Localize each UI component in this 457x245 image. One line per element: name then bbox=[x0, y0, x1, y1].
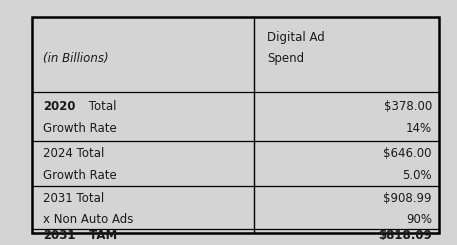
Text: Growth Rate: Growth Rate bbox=[43, 122, 117, 135]
Text: Total: Total bbox=[85, 100, 117, 113]
Text: TAM: TAM bbox=[85, 229, 117, 242]
Text: Spend: Spend bbox=[267, 52, 304, 65]
Text: 2031: 2031 bbox=[43, 229, 76, 242]
Text: $908.99: $908.99 bbox=[383, 192, 432, 205]
Text: Digital Ad: Digital Ad bbox=[267, 31, 325, 45]
Text: 14%: 14% bbox=[406, 122, 432, 135]
Text: 2024 Total: 2024 Total bbox=[43, 147, 105, 160]
Text: 2020: 2020 bbox=[43, 100, 76, 113]
Bar bbox=[32, 17, 439, 233]
Text: $378.00: $378.00 bbox=[383, 100, 432, 113]
Text: x Non Auto Ads: x Non Auto Ads bbox=[43, 213, 134, 226]
Text: 2031 Total: 2031 Total bbox=[43, 192, 105, 205]
Text: $646.00: $646.00 bbox=[383, 147, 432, 160]
Text: (in Billions): (in Billions) bbox=[43, 52, 109, 65]
Text: Growth Rate: Growth Rate bbox=[43, 169, 117, 182]
Text: 5.0%: 5.0% bbox=[402, 169, 432, 182]
Text: 90%: 90% bbox=[406, 213, 432, 226]
Text: $818.09: $818.09 bbox=[378, 229, 432, 242]
